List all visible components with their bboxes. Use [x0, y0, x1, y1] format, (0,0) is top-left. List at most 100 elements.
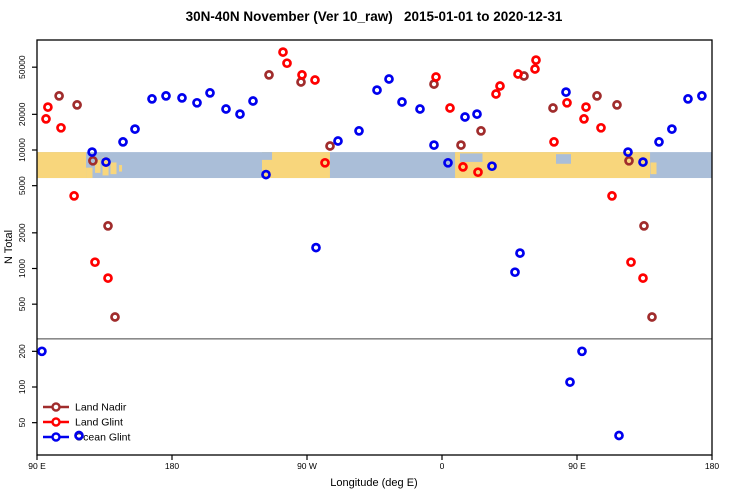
- y-tick-label: 50000: [17, 55, 27, 79]
- land-nadir-point: [612, 100, 622, 110]
- x-tick-label: 90 E: [568, 461, 586, 471]
- land-nadir-point: [72, 100, 82, 110]
- ocean-glint-point: [311, 242, 321, 253]
- map-band-island: [86, 167, 93, 179]
- land-glint-point: [495, 81, 505, 91]
- land-glint-point: [596, 122, 606, 133]
- map-band-island: [635, 159, 641, 173]
- x-tick-label: 0: [440, 461, 445, 471]
- ocean-glint-point: [683, 94, 693, 104]
- ocean-glint-point: [192, 97, 202, 108]
- ocean-glint-point: [248, 96, 258, 106]
- land-nadir-point: [624, 155, 634, 166]
- y-axis-title: N Total: [3, 230, 15, 264]
- land-glint-point: [320, 157, 330, 168]
- legend: Land Nadir Land Glint Ocean Glint: [43, 402, 131, 444]
- chart-title: 30N-40N November (Ver 10_raw) 2015-01-01…: [186, 9, 563, 24]
- ocean-glint-point: [510, 267, 520, 278]
- ocean-glint-point: [443, 157, 453, 168]
- map-band-island: [95, 159, 101, 173]
- land-glint-point: [282, 58, 292, 69]
- ocean-glint-point: [614, 430, 624, 441]
- x-axis-title: Longitude (deg E): [330, 477, 417, 489]
- land-glint-point: [626, 257, 636, 268]
- land-glint-point: [607, 191, 617, 201]
- land-glint-point: [90, 257, 100, 268]
- map-band-water-patch: [460, 153, 483, 162]
- ocean-glint-point: [384, 74, 394, 84]
- land-glint-point: [103, 273, 113, 283]
- ocean-glint-point: [147, 94, 157, 104]
- land-nadir-point: [647, 312, 657, 322]
- ocean-glint-point: [565, 377, 575, 387]
- ocean-glint-point: [667, 124, 677, 134]
- x-tick-label: 180: [705, 461, 719, 471]
- land-nadir-point: [110, 312, 120, 322]
- land-glint-point: [458, 162, 468, 172]
- land-glint-point: [431, 72, 441, 82]
- land-nadir-point: [88, 155, 98, 166]
- map-band-island: [119, 165, 123, 172]
- land-glint-point: [41, 114, 51, 124]
- map-band-island: [110, 162, 117, 175]
- map-band-island: [650, 162, 657, 175]
- ocean-glint-point: [205, 88, 215, 98]
- ocean-glint-point: [515, 248, 525, 258]
- legend-marker-land-glint-icon: [51, 417, 61, 427]
- land-glint-point: [491, 89, 501, 99]
- y-tick-label: 2000: [17, 223, 27, 242]
- plot-border: [36, 39, 713, 456]
- ocean-glint-point: [221, 104, 231, 114]
- land-nadir-point: [456, 140, 466, 150]
- land-glint-point: [43, 102, 53, 112]
- ocean-glint-point: [118, 137, 128, 147]
- land-glint-point: [513, 69, 523, 79]
- ocean-glint-point: [161, 91, 171, 101]
- ocean-glint-point: [101, 157, 111, 167]
- ocean-glint-point: [577, 346, 587, 357]
- legend-item-ocean-glint: Ocean Glint: [43, 432, 131, 444]
- ocean-glint-point: [37, 346, 47, 357]
- ocean-glint-point: [261, 169, 271, 180]
- map-band-water-patch: [556, 154, 571, 164]
- land-nadir-point: [639, 221, 649, 231]
- ocean-glint-point: [74, 430, 84, 441]
- land-nadir-point: [476, 126, 486, 136]
- land-nadir-point: [548, 103, 558, 113]
- ocean-glint-point: [654, 137, 664, 147]
- y-tick-label: 100: [17, 380, 27, 394]
- ocean-glint-point: [354, 126, 364, 136]
- ocean-glint-point: [429, 140, 439, 150]
- ocean-glint-point: [415, 104, 425, 114]
- map-band-water-patch: [262, 152, 273, 160]
- ocean-glint-point: [333, 136, 343, 146]
- axes-frame: 90 E 180 90 W 0 90 E 180 50 100 200 500 1000 2000 50…: [17, 39, 719, 471]
- y-tick-label: 1000: [17, 259, 27, 278]
- y-tick-label: 200: [17, 344, 27, 358]
- y-tick-label: 10000: [17, 138, 27, 162]
- map-band-land: [262, 152, 330, 179]
- ocean-glint-point: [638, 157, 648, 167]
- ocean-glint-point: [397, 97, 407, 107]
- ocean-glint-point: [623, 147, 633, 157]
- map-band: [37, 152, 712, 179]
- ocean-glint-point: [235, 109, 245, 119]
- land-glint-point: [56, 122, 66, 133]
- legend-marker-ocean-glint-icon: [51, 432, 61, 442]
- ocean-glint-point: [177, 93, 187, 103]
- ocean-glint-point: [487, 161, 497, 172]
- map-band-land: [37, 152, 87, 179]
- x-tick-label: 90 W: [297, 461, 317, 471]
- y-tick-label: 500: [17, 297, 27, 311]
- land-glint-point: [562, 97, 572, 108]
- ocean-glint-point: [460, 112, 470, 122]
- land-nadir-point: [264, 70, 274, 80]
- ocean-glint-point: [130, 124, 140, 134]
- legend-item-land-nadir: Land Nadir: [43, 402, 127, 414]
- land-glint-point: [638, 273, 648, 283]
- ocean-glint-point: [697, 91, 707, 101]
- x-tick-label: 180: [165, 461, 179, 471]
- land-nadir-point: [103, 221, 113, 231]
